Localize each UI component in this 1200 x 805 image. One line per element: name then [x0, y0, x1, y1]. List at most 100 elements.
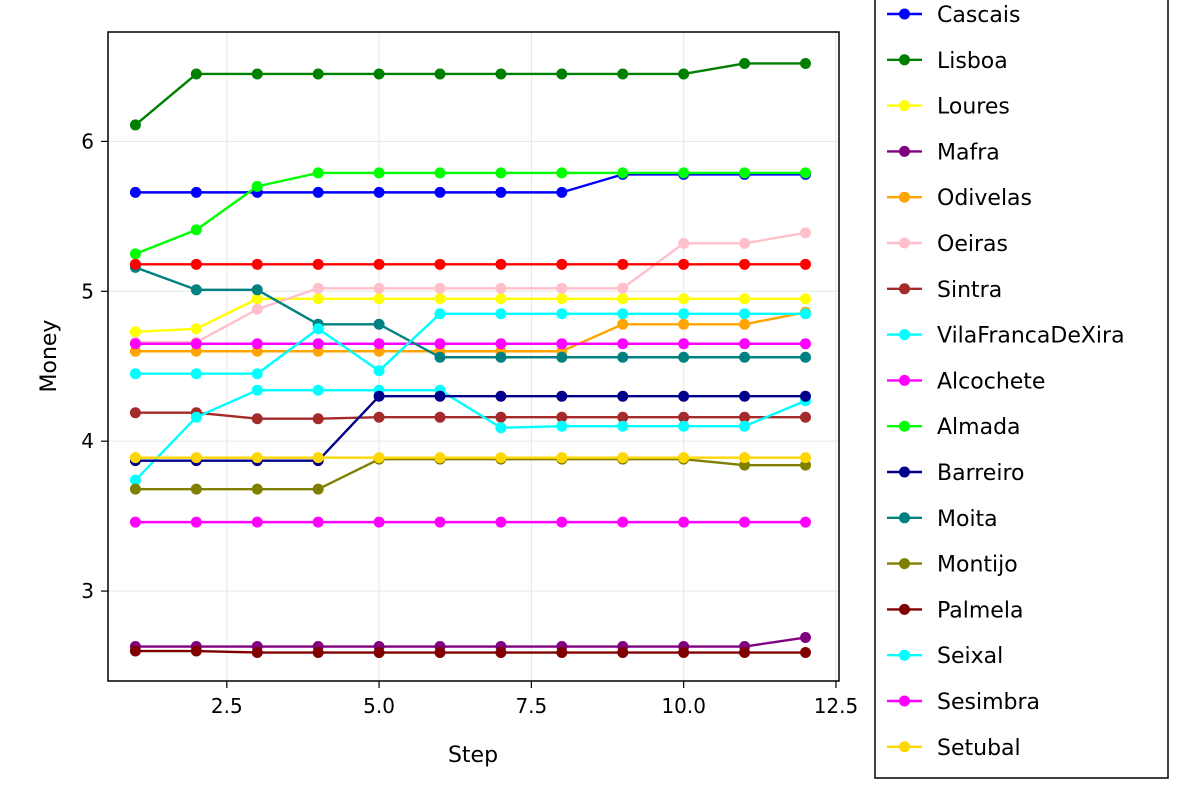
- data-point: [312, 338, 324, 350]
- data-point: [129, 326, 141, 338]
- data-point: [190, 411, 202, 423]
- data-point: [129, 474, 141, 486]
- y-axis-ticks: 3 4 5 6: [81, 129, 108, 603]
- data-point: [312, 186, 324, 198]
- series-line: [134, 171, 806, 255]
- x-axis-label: Step: [448, 743, 498, 768]
- data-point: [312, 258, 324, 270]
- data-point: [739, 411, 751, 423]
- data-point: [556, 390, 568, 402]
- data-point: [739, 237, 751, 249]
- data-point: [251, 647, 263, 659]
- data-point: [434, 411, 446, 423]
- data-point: [739, 351, 751, 363]
- data-point: [129, 186, 141, 198]
- legend-entry: Seixal: [887, 644, 1003, 669]
- data-point: [129, 119, 141, 131]
- x-tick-label: 12.5: [814, 694, 859, 718]
- data-point: [434, 452, 446, 464]
- data-point: [373, 282, 385, 294]
- data-point: [739, 308, 751, 320]
- data-point: [799, 258, 811, 270]
- data-point: [556, 647, 568, 659]
- data-point: [739, 516, 751, 528]
- data-point: [373, 293, 385, 305]
- data-point: [799, 57, 811, 69]
- data-point: [617, 452, 629, 464]
- data-point: [678, 516, 690, 528]
- data-point: [495, 411, 507, 423]
- data-point: [678, 68, 690, 80]
- data-point: [434, 647, 446, 659]
- data-point: [434, 282, 446, 294]
- data-point: [190, 224, 202, 236]
- legend-swatch-marker: [899, 741, 910, 753]
- series-unlabeled: [129, 258, 811, 270]
- data-point: [190, 483, 202, 495]
- legend-label: Alcochete: [937, 369, 1045, 394]
- x-tick-label: 10.0: [661, 694, 706, 718]
- legend-entry: Sintra: [887, 278, 1002, 303]
- legend-swatch-marker: [899, 649, 910, 661]
- data-point: [799, 411, 811, 423]
- data-point: [556, 68, 568, 80]
- data-point: [678, 293, 690, 305]
- data-point: [190, 368, 202, 380]
- legend-label: Palmela: [937, 598, 1023, 623]
- data-point: [739, 338, 751, 350]
- data-point: [312, 413, 324, 425]
- series-alcochete: [129, 338, 811, 350]
- data-point: [495, 422, 507, 434]
- data-point: [373, 516, 385, 528]
- series-line: [134, 389, 806, 481]
- data-point: [495, 68, 507, 80]
- data-point: [556, 258, 568, 270]
- data-point: [495, 186, 507, 198]
- data-point: [617, 68, 629, 80]
- legend-label: Cascais: [937, 3, 1020, 28]
- data-point: [678, 237, 690, 249]
- data-point: [556, 351, 568, 363]
- data-point: [373, 318, 385, 330]
- data-point: [617, 293, 629, 305]
- data-point: [678, 308, 690, 320]
- legend-label: Odivelas: [937, 186, 1032, 211]
- data-point: [799, 338, 811, 350]
- data-point: [799, 308, 811, 320]
- data-point: [373, 452, 385, 464]
- data-point: [251, 483, 263, 495]
- legend-label: Moita: [937, 507, 998, 532]
- data-point: [434, 338, 446, 350]
- series-line: [135, 231, 806, 344]
- legend-swatch-marker: [899, 420, 910, 432]
- data-point: [251, 368, 263, 380]
- data-point: [251, 413, 263, 425]
- data-point: [495, 258, 507, 270]
- data-point: [251, 516, 263, 528]
- data-point: [678, 452, 690, 464]
- data-point: [190, 452, 202, 464]
- data-point: [678, 351, 690, 363]
- series-setubal: [129, 452, 811, 464]
- legend: Cascais Lisboa Loures Mafra Odivelas Oeiras Si…: [874, 0, 1169, 779]
- x-axis-ticks: 2.5 5.0 7.5 10.0 12.5: [211, 681, 858, 718]
- data-point: [556, 308, 568, 320]
- legend-swatch-marker: [899, 329, 910, 341]
- data-point: [373, 647, 385, 659]
- data-point: [739, 390, 751, 402]
- data-point: [556, 293, 568, 305]
- series-line: [135, 457, 806, 491]
- y-tick-label: 6: [81, 129, 94, 153]
- data-point: [434, 186, 446, 198]
- data-point: [495, 293, 507, 305]
- data-point: [495, 516, 507, 528]
- data-point: [190, 338, 202, 350]
- legend-label: Loures: [937, 95, 1010, 120]
- data-point: [251, 284, 263, 296]
- data-point: [678, 411, 690, 423]
- series-moita: [129, 261, 811, 363]
- data-point: [190, 186, 202, 198]
- series-sesimbra: [129, 516, 811, 528]
- data-point: [434, 516, 446, 528]
- y-axis-label: Money: [37, 320, 62, 393]
